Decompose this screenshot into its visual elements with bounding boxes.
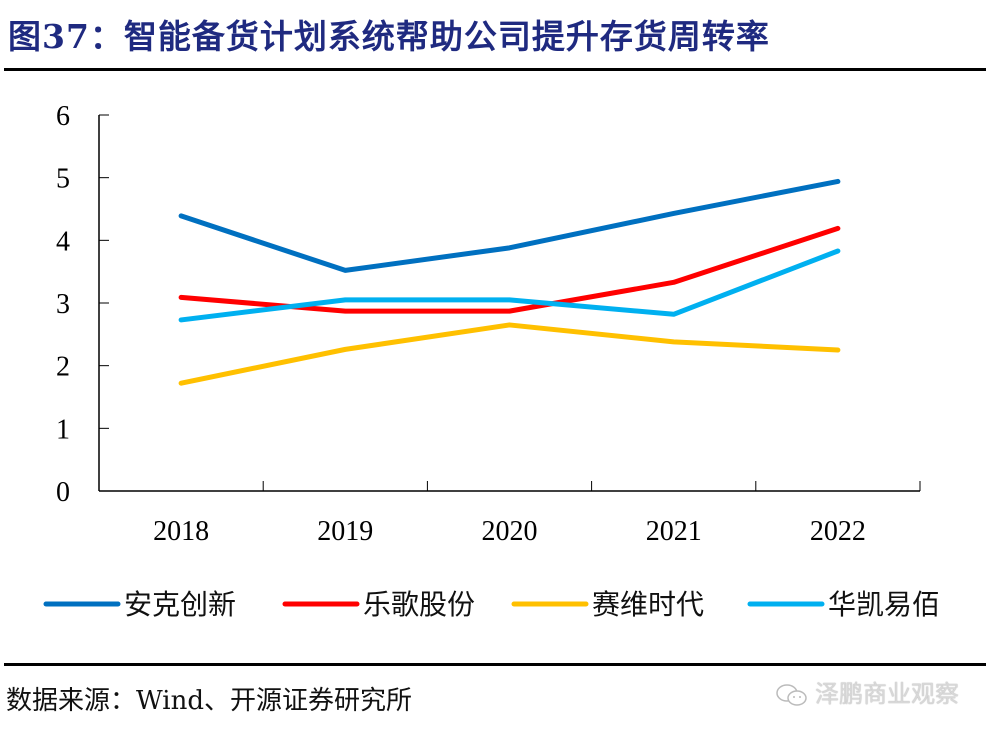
series-line	[178, 322, 841, 386]
watermark: 泽鹏商业观察	[775, 674, 959, 709]
x-tick-label: 2018	[153, 516, 209, 547]
y-tick-label: 6	[56, 101, 70, 132]
y-tick-label: 4	[56, 226, 70, 257]
x-tick-label: 2021	[646, 516, 702, 547]
line-chart: 0 1 2 3 4 5 6 2018 2019 2020 2021 2022 安克创新 乐歌股份 赛维时…	[43, 101, 940, 621]
y-tick-label: 3	[56, 289, 70, 320]
legend: 安克创新 乐歌股份 赛维时代 华凯易佰	[43, 588, 940, 621]
figure-title: 图37：智能备货计划系统帮助公司提升存货周转率	[8, 17, 770, 56]
y-tick-label: 5	[56, 164, 70, 195]
y-tick-labels: 0 1 2 3 4 5 6	[56, 101, 70, 508]
x-tick-label: 2019	[317, 516, 373, 547]
legend-item: 乐歌股份	[282, 588, 475, 621]
legend-item: 安克创新	[43, 588, 236, 621]
x-tick-labels: 2018 2019 2020 2021 2022	[153, 516, 866, 547]
series-lines	[178, 178, 841, 386]
y-tick-label: 1	[56, 414, 70, 445]
watermark-text: 泽鹏商业观察	[815, 680, 959, 708]
legend-label: 华凯易佰	[828, 588, 940, 621]
y-tick-label: 0	[56, 477, 70, 508]
x-tick-label: 2022	[810, 516, 866, 547]
legend-label: 赛维时代	[592, 588, 704, 621]
title-divider	[4, 68, 986, 71]
x-tick-label: 2020	[482, 516, 538, 547]
y-tick-label: 2	[56, 352, 70, 383]
legend-item: 赛维时代	[511, 588, 704, 621]
axes	[98, 114, 921, 492]
wechat-icon	[776, 684, 807, 706]
legend-label: 安克创新	[124, 588, 236, 621]
series-line	[178, 178, 841, 273]
data-source: 数据来源：Wind、开源证券研究所	[6, 686, 412, 716]
legend-item: 华凯易佰	[747, 588, 940, 621]
legend-label: 乐歌股份	[363, 588, 475, 621]
source-divider	[4, 663, 986, 666]
